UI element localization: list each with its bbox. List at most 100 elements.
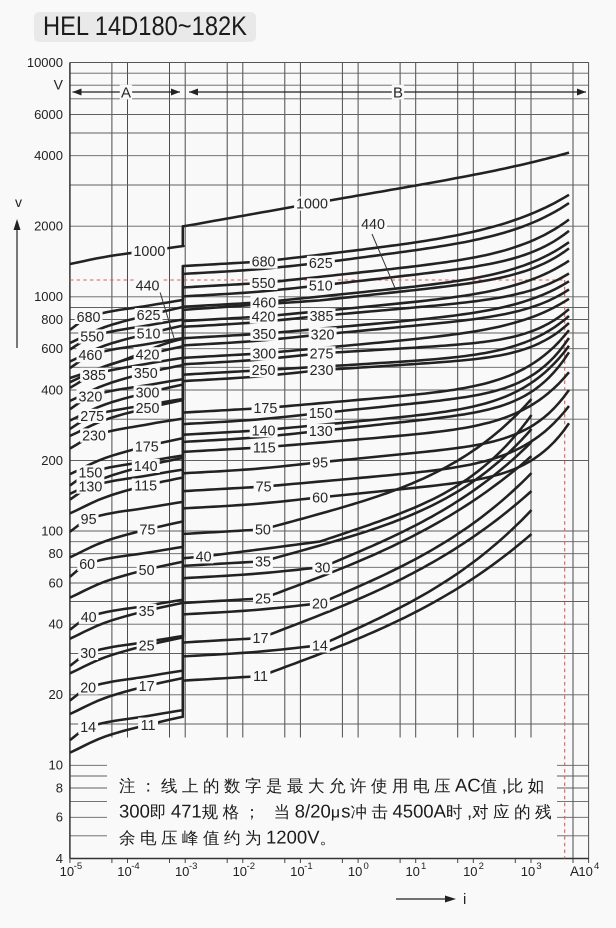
svg-text:A: A (570, 864, 579, 879)
svg-text:20: 20 (49, 687, 63, 702)
svg-text:50: 50 (255, 523, 271, 539)
svg-text:200: 200 (41, 453, 63, 468)
svg-text:4000: 4000 (34, 148, 63, 163)
svg-text:4: 4 (594, 861, 599, 872)
svg-text:115: 115 (253, 440, 276, 456)
svg-text:60: 60 (79, 557, 95, 573)
svg-text:800: 800 (41, 312, 63, 327)
svg-text:75: 75 (256, 480, 272, 496)
svg-text:6: 6 (56, 810, 63, 825)
svg-text:2: 2 (479, 861, 484, 872)
svg-text:95: 95 (312, 455, 328, 471)
svg-text:385: 385 (82, 368, 106, 384)
svg-text:460: 460 (78, 348, 102, 364)
svg-text:10: 10 (290, 864, 304, 879)
svg-text:v: v (15, 194, 22, 210)
svg-text:250: 250 (252, 363, 276, 379)
svg-text:A: A (121, 84, 131, 101)
svg-text:60: 60 (312, 491, 328, 507)
svg-text:10: 10 (348, 864, 362, 879)
svg-text:95: 95 (81, 512, 97, 528)
svg-text:0: 0 (363, 861, 368, 872)
svg-text:460: 460 (252, 295, 276, 311)
svg-text:14: 14 (80, 720, 96, 736)
svg-text:300: 300 (136, 386, 160, 402)
svg-text:250: 250 (136, 401, 160, 417)
svg-text:150: 150 (309, 406, 333, 422)
svg-text:10: 10 (405, 864, 419, 879)
svg-text:150: 150 (78, 466, 102, 482)
svg-text:510: 510 (309, 279, 333, 295)
svg-text:175: 175 (253, 401, 277, 417)
svg-text:550: 550 (252, 276, 276, 292)
svg-text:230: 230 (310, 363, 334, 379)
svg-text:275: 275 (80, 409, 104, 425)
svg-text:6000: 6000 (34, 107, 63, 122)
svg-text:75: 75 (140, 523, 156, 539)
svg-text:600: 600 (41, 341, 63, 356)
svg-text:40: 40 (49, 617, 63, 632)
svg-text:440: 440 (361, 217, 385, 233)
svg-text:10: 10 (175, 864, 189, 879)
svg-text:420: 420 (136, 347, 160, 363)
svg-text:60: 60 (49, 575, 63, 590)
svg-text:10: 10 (233, 864, 247, 879)
svg-text:100: 100 (41, 523, 63, 538)
svg-text:550: 550 (80, 330, 104, 346)
svg-text:230: 230 (82, 429, 106, 445)
svg-text:50: 50 (139, 563, 155, 579)
svg-text:-5: -5 (74, 861, 82, 872)
svg-text:1000: 1000 (133, 244, 165, 260)
svg-text:420: 420 (252, 310, 276, 326)
svg-text:8: 8 (56, 780, 63, 795)
svg-text:680: 680 (252, 255, 276, 271)
svg-text:35: 35 (255, 554, 271, 570)
svg-text:320: 320 (78, 389, 102, 405)
svg-text:4: 4 (56, 851, 63, 866)
svg-text:625: 625 (137, 308, 161, 324)
svg-text:17: 17 (139, 679, 155, 695)
svg-text:HEL 14D180~182K: HEL 14D180~182K (43, 11, 247, 41)
svg-text:11: 11 (253, 669, 268, 685)
svg-text:-2: -2 (247, 861, 255, 872)
svg-text:17: 17 (253, 631, 269, 647)
svg-text:440: 440 (136, 279, 160, 295)
svg-text:40: 40 (196, 549, 212, 565)
svg-text:10000: 10000 (27, 55, 63, 70)
svg-text:130: 130 (309, 424, 333, 440)
svg-text:80: 80 (49, 546, 63, 561)
svg-text:i: i (463, 891, 466, 908)
svg-text:20: 20 (80, 681, 96, 697)
svg-text:10: 10 (117, 864, 131, 879)
svg-text:20: 20 (312, 597, 328, 613)
svg-text:B: B (393, 84, 403, 101)
svg-text:1: 1 (421, 861, 426, 872)
svg-text:14: 14 (312, 639, 328, 655)
svg-text:30: 30 (80, 646, 96, 662)
svg-text:2000: 2000 (34, 219, 63, 234)
svg-text:3: 3 (536, 861, 541, 872)
svg-text:-3: -3 (189, 861, 197, 872)
svg-text:10: 10 (521, 864, 535, 879)
svg-text:11: 11 (141, 718, 156, 734)
svg-text:300: 300 (252, 346, 276, 362)
svg-text:350: 350 (134, 366, 158, 382)
svg-text:625: 625 (309, 256, 333, 272)
svg-text:350: 350 (252, 327, 276, 343)
svg-text:10: 10 (49, 758, 63, 773)
svg-text:30: 30 (314, 560, 330, 576)
svg-text:1000: 1000 (34, 289, 63, 304)
svg-text:10: 10 (60, 864, 74, 879)
svg-text:115: 115 (134, 479, 157, 495)
svg-text:-1: -1 (304, 861, 312, 872)
svg-text:680: 680 (77, 310, 101, 326)
svg-text:510: 510 (137, 327, 161, 343)
svg-text:10: 10 (463, 864, 477, 879)
svg-text:1000: 1000 (296, 197, 328, 213)
svg-text:25: 25 (255, 592, 271, 608)
svg-text:-4: -4 (131, 861, 139, 872)
svg-text:275: 275 (310, 346, 334, 362)
svg-text:25: 25 (139, 639, 155, 655)
svg-text:40: 40 (81, 610, 97, 626)
svg-text:320: 320 (311, 328, 335, 344)
